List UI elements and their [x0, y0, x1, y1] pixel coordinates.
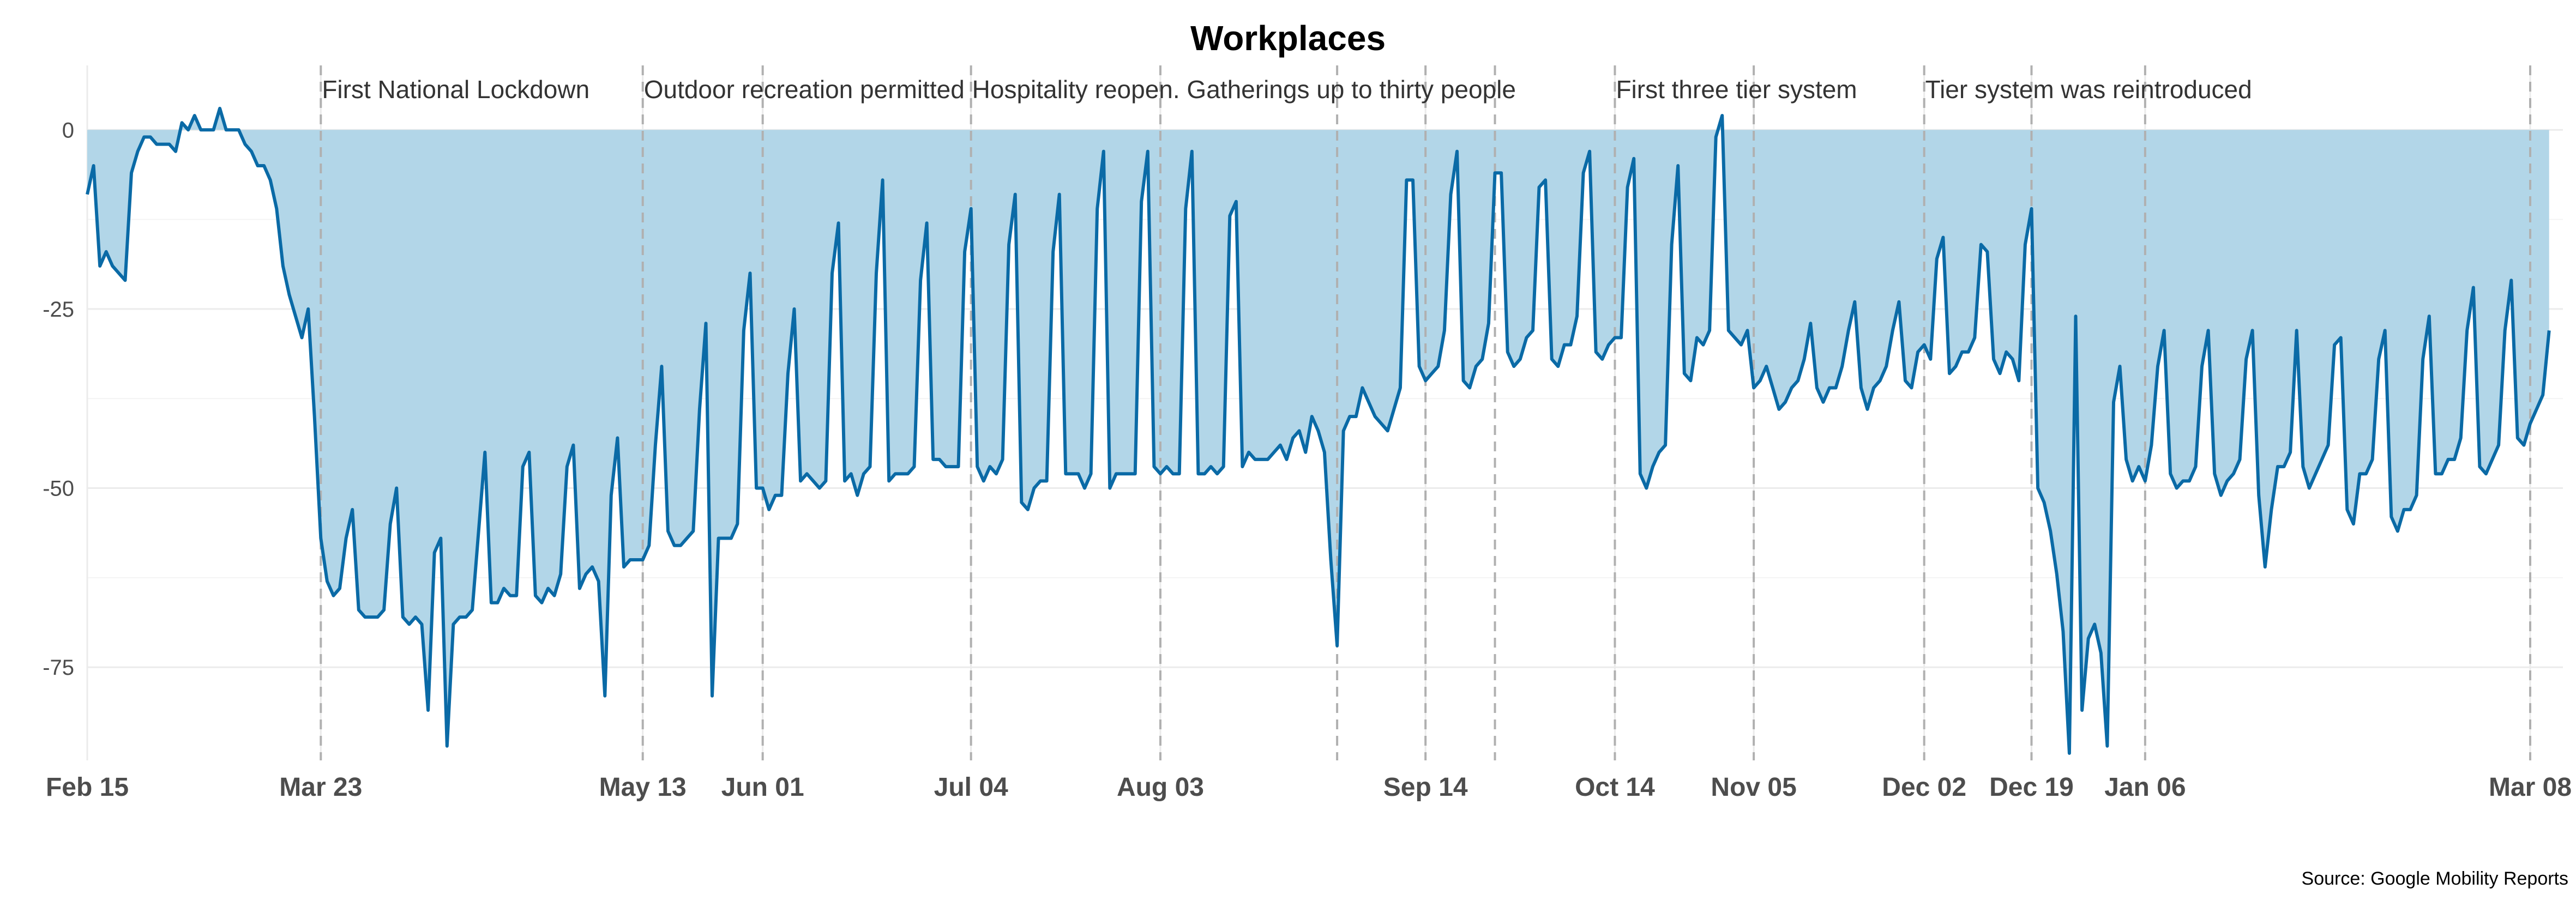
x-tick-label: Dec 19 [1989, 773, 2074, 802]
event-annotation: First National Lockdown [322, 75, 589, 104]
event-annotations: First National Lockdown Outdoor recreatio… [322, 75, 2252, 104]
x-axis-ticks: Feb 15 Mar 23 May 13 Jun 01 Jul 04 Aug 03 Sep … [46, 773, 2572, 802]
y-tick-label: -25 [43, 298, 74, 322]
x-tick-label: Aug 03 [1117, 773, 1204, 802]
x-tick-label: Jun 01 [721, 773, 804, 802]
y-tick-label: -50 [43, 477, 74, 501]
line-layer [86, 106, 2551, 755]
series-line [86, 106, 2551, 755]
y-tick-label: 0 [62, 118, 74, 142]
y-tick-label: -75 [43, 656, 74, 680]
source-note: Source: Google Mobility Reports [2302, 868, 2568, 889]
x-tick-label: Mar 08 [2489, 773, 2572, 802]
x-tick-label: Mar 23 [279, 773, 362, 802]
x-tick-label: Jul 04 [934, 773, 1008, 802]
x-tick-label: Nov 05 [1711, 773, 1796, 802]
event-annotation: Tier system was reintroduced [1925, 75, 2252, 104]
x-tick-label: Oct 14 [1575, 773, 1655, 802]
x-tick-label: Jan 06 [2104, 773, 2186, 802]
event-annotation: Hospitality reopen. Gatherings up to thi… [972, 75, 1516, 104]
chart-title: Workplaces [1190, 19, 1386, 58]
y-axis-ticks: 0 -25 -50 -75 [43, 118, 74, 680]
event-annotation: Outdoor recreation permitted [644, 75, 965, 104]
x-tick-label: Feb 15 [46, 773, 129, 802]
x-tick-label: Dec 02 [1882, 773, 1966, 802]
event-annotation: First three tier system [1616, 75, 1857, 104]
x-tick-label: Sep 14 [1383, 773, 1468, 802]
baseline-area [87, 108, 2549, 753]
x-tick-label: May 13 [599, 773, 687, 802]
area-layer [87, 108, 2549, 753]
